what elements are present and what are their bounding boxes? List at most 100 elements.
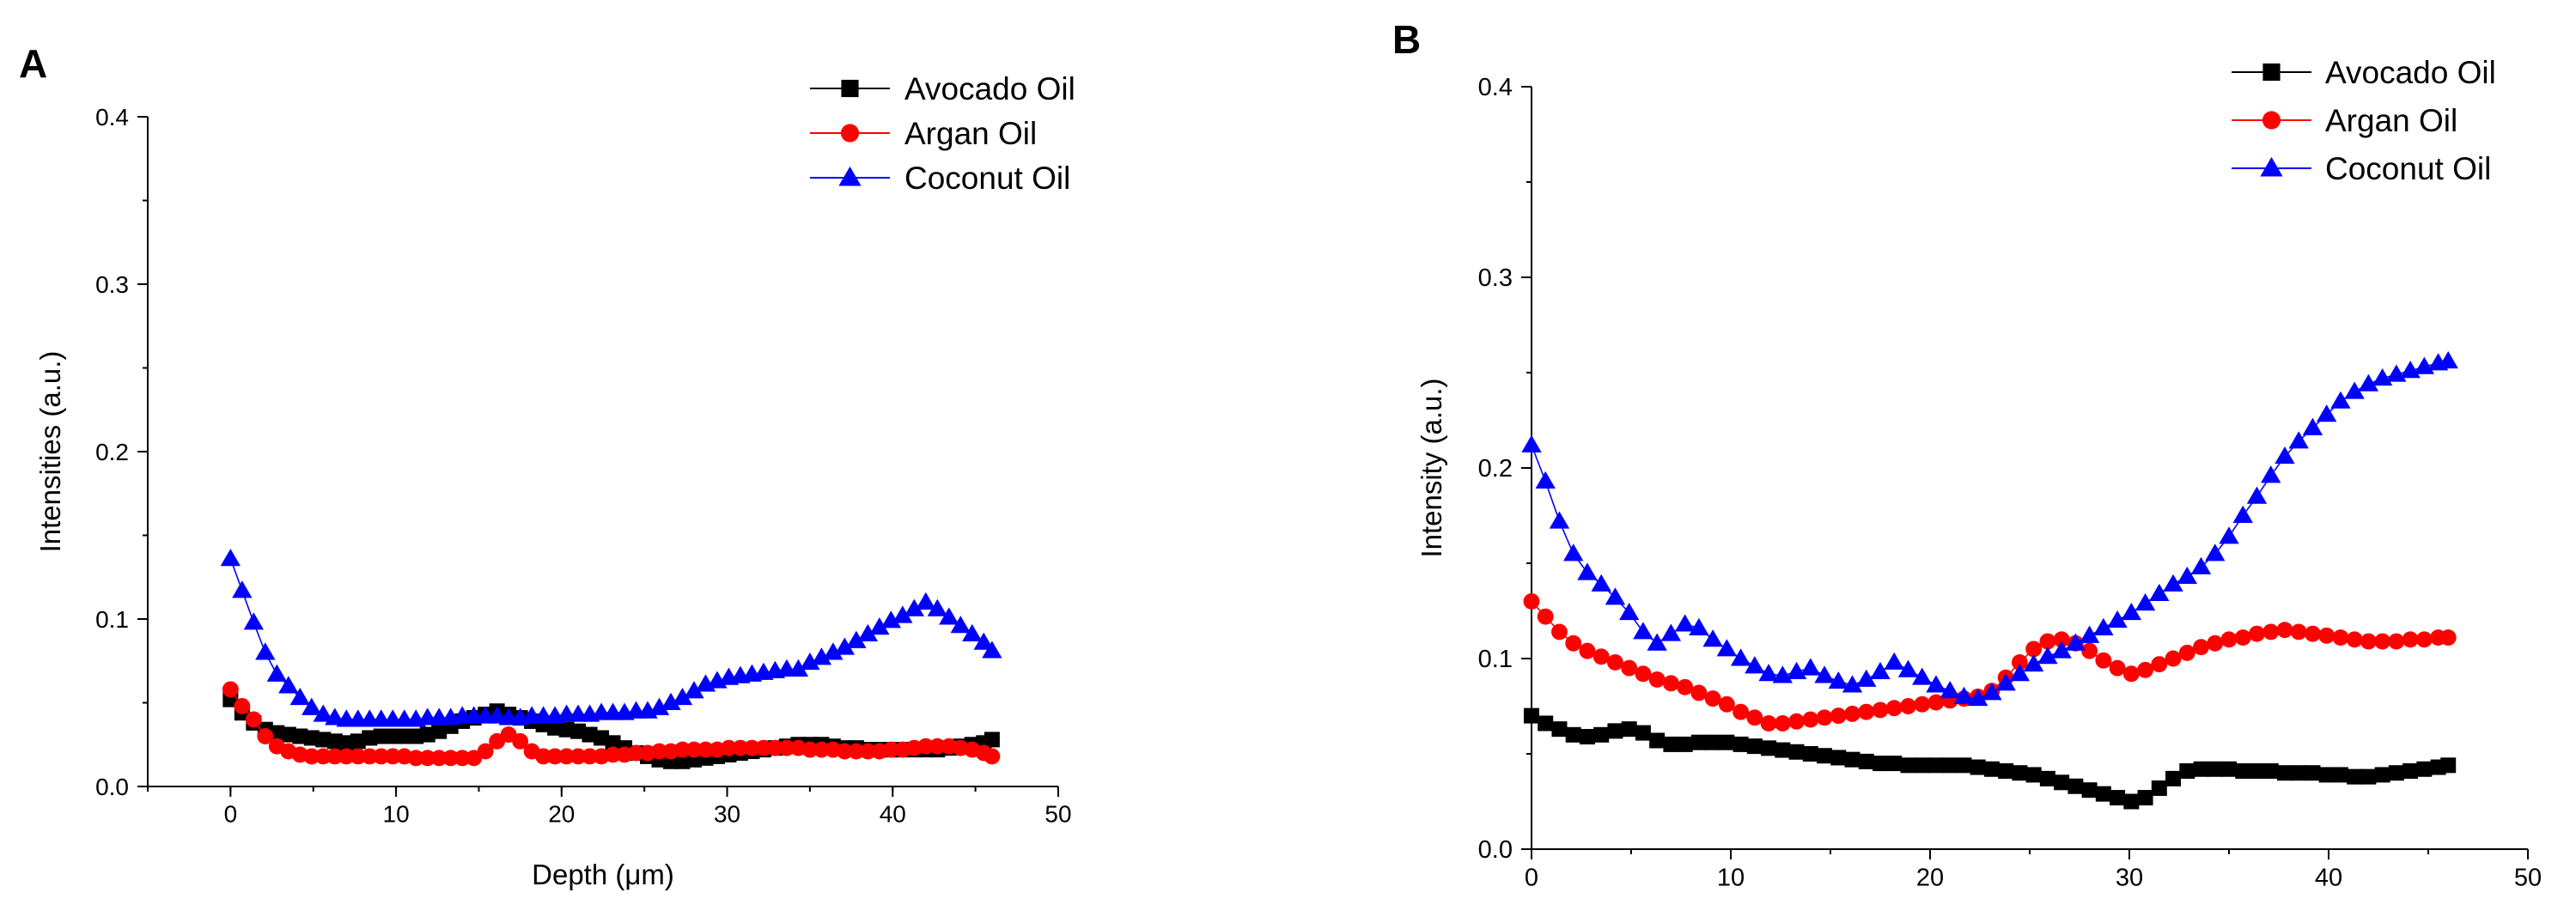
legend-item: Avocado Oil [2232, 55, 2496, 90]
legend-item: Coconut Oil [2232, 151, 2491, 186]
legend-marker [2262, 63, 2281, 82]
data-point [1537, 608, 1554, 625]
data-point [2439, 629, 2457, 647]
data-point [1995, 673, 2016, 691]
data-point [2025, 767, 2042, 783]
data-point [2165, 770, 2182, 786]
data-point [628, 744, 644, 762]
data-point [1788, 744, 1805, 760]
data-point [2009, 664, 2031, 682]
data-point [2095, 652, 2112, 669]
data-point [1816, 709, 1833, 726]
data-point [2374, 633, 2391, 650]
data-point [904, 598, 925, 616]
data-point [2291, 765, 2307, 781]
series-line [229, 558, 993, 720]
data-point [2054, 774, 2070, 791]
data-point [1549, 511, 1570, 529]
series-line [1531, 714, 2449, 803]
data-point [2276, 622, 2293, 639]
data-point [984, 748, 1001, 765]
data-point [950, 616, 971, 634]
y-tick-label: 0.4 [95, 104, 129, 131]
series-coconut-oil [1521, 350, 2458, 707]
legend-label: Argan Oil [2325, 103, 2457, 138]
data-point [2137, 661, 2154, 678]
x-tick-label: 40 [2315, 864, 2342, 891]
data-point [766, 739, 783, 756]
data-point [1523, 592, 1540, 610]
data-point [2346, 631, 2363, 648]
data-point [2081, 782, 2098, 799]
data-point [1521, 434, 1542, 452]
data-point [486, 706, 508, 724]
data-point [1844, 751, 1860, 768]
data-point [454, 750, 471, 767]
data-point [2137, 790, 2153, 806]
data-point [1775, 742, 1791, 758]
data-point [1927, 757, 1944, 774]
data-point [1733, 703, 1750, 720]
data-point [2235, 762, 2251, 779]
data-point [1760, 715, 1777, 732]
data-point [1761, 740, 1777, 756]
data-point [2304, 625, 2321, 642]
data-point [326, 748, 344, 765]
legend-item: Argan Oil [810, 116, 1037, 151]
y-tick-label: 0.4 [1478, 74, 1513, 101]
data-point [848, 743, 865, 760]
data-point [1663, 736, 1679, 752]
data-point [2122, 665, 2140, 683]
data-point [1607, 723, 1623, 739]
data-point [1758, 664, 1779, 682]
data-point [2037, 647, 2058, 665]
legend-label: Avocado Oil [2325, 55, 2496, 90]
data-point [2163, 574, 2183, 592]
data-point [973, 632, 994, 650]
data-point [1647, 633, 1667, 651]
data-point [778, 739, 795, 756]
series-argan-oil [222, 681, 1001, 767]
data-point [301, 697, 322, 715]
data-point [2288, 431, 2309, 449]
data-point [2246, 486, 2268, 504]
data-point [684, 681, 704, 699]
data-point [721, 739, 737, 756]
data-point [2402, 631, 2419, 648]
x-tick-label: 10 [1717, 864, 1745, 891]
data-point [1914, 757, 1930, 774]
data-point [2249, 762, 2265, 779]
data-point [2249, 625, 2265, 642]
legend-item: Coconut Oil [810, 161, 1070, 196]
data-point [927, 598, 948, 616]
x-tick-label: 0 [1525, 864, 1538, 891]
data-point [2416, 761, 2433, 777]
data-point [582, 748, 599, 765]
data-point [836, 743, 853, 760]
data-point [2219, 526, 2239, 544]
data-point [419, 750, 436, 767]
data-point [1662, 675, 1679, 692]
data-point [811, 647, 832, 665]
y-tick-label: 0.2 [1478, 455, 1513, 483]
x-tick-label: 40 [880, 800, 906, 827]
data-point [1830, 707, 1847, 725]
data-point [2190, 556, 2212, 574]
data-point [1705, 734, 1721, 750]
y-tick-label: 0.1 [95, 606, 129, 633]
data-point [2344, 381, 2365, 399]
legend-marker [838, 166, 862, 186]
data-point [1674, 614, 1696, 632]
data-point [2067, 778, 2084, 794]
data-point [2023, 653, 2044, 672]
data-point [892, 605, 913, 623]
data-point [1858, 753, 1874, 769]
data-point [732, 739, 749, 756]
data-point [697, 741, 714, 758]
data-point [1677, 678, 1694, 695]
legend-label: Coconut Oil [904, 161, 1070, 196]
data-point [245, 711, 262, 728]
data-point [1817, 748, 1833, 764]
data-point [982, 641, 1002, 659]
data-point [1967, 688, 1988, 707]
